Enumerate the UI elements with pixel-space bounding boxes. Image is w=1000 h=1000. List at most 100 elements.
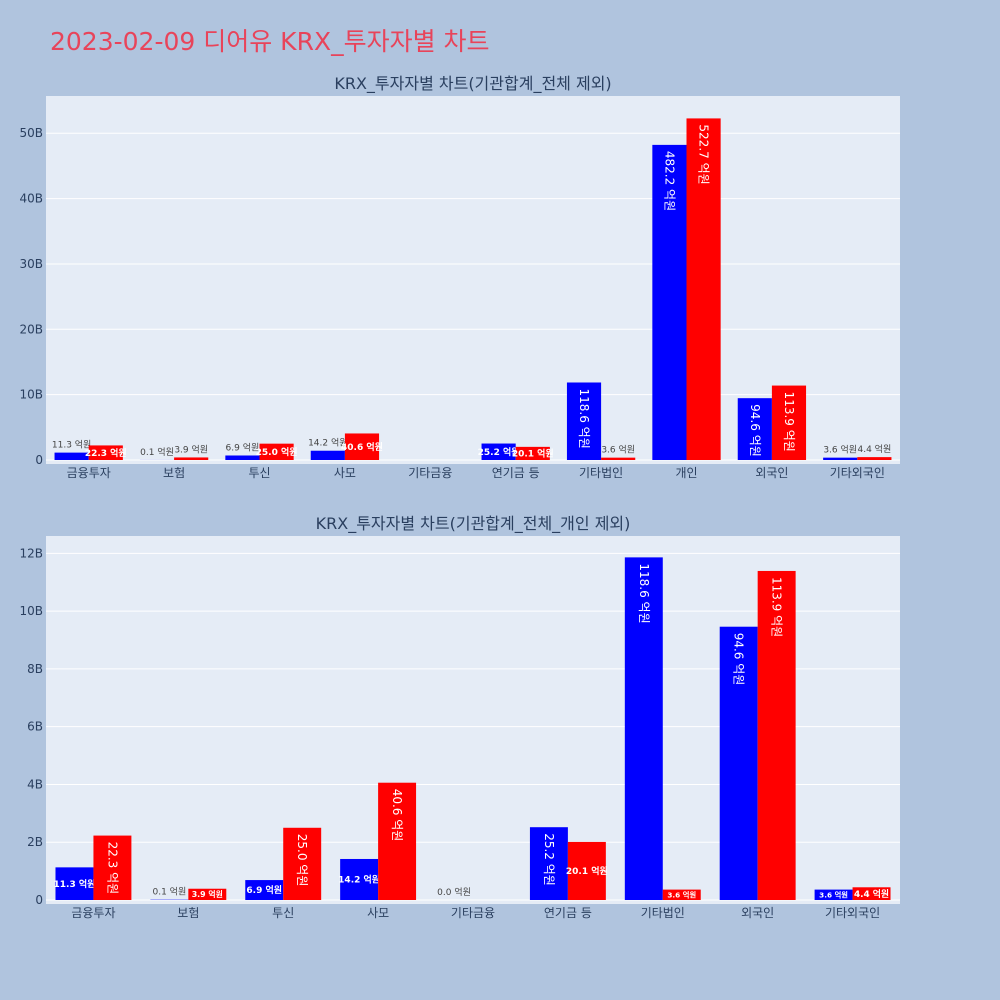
y-tick-label: 40B bbox=[19, 192, 43, 206]
data-label: 113.9 억원 bbox=[782, 392, 796, 452]
bar bbox=[624, 557, 663, 900]
bar bbox=[188, 888, 227, 900]
y-tick-label: 6B bbox=[27, 720, 43, 734]
x-tick-label: 보험 bbox=[177, 906, 199, 920]
x-tick-label: 투신 bbox=[248, 466, 270, 480]
bar bbox=[652, 144, 687, 460]
bar bbox=[88, 445, 123, 460]
x-tick-label: 보험 bbox=[163, 466, 185, 480]
bar bbox=[771, 385, 807, 460]
x-tick-label: 투신 bbox=[272, 906, 294, 920]
x-tick-label: 사모 bbox=[367, 906, 389, 920]
bar bbox=[378, 782, 417, 900]
bar bbox=[54, 452, 89, 460]
x-tick-label: 금융투자 bbox=[67, 466, 111, 480]
bar bbox=[225, 455, 260, 460]
bar bbox=[857, 457, 892, 460]
bar bbox=[93, 835, 132, 900]
y-tick-label: 30B bbox=[19, 257, 43, 271]
data-label: 25.0 억원 bbox=[256, 446, 298, 458]
y-tick-label: 4B bbox=[27, 777, 43, 791]
data-label: 522.7 억원 bbox=[697, 124, 711, 184]
data-label: 14.2 억원 bbox=[308, 437, 347, 449]
bar bbox=[344, 433, 380, 460]
bar bbox=[529, 827, 568, 900]
x-tick-label: 금융투자 bbox=[71, 906, 115, 920]
bar bbox=[481, 443, 516, 460]
bar bbox=[310, 450, 345, 460]
x-tick-label: 외국인 bbox=[755, 466, 788, 480]
bar bbox=[174, 457, 209, 460]
bar bbox=[719, 626, 758, 900]
data-label: 25.0 억원 bbox=[295, 834, 309, 887]
x-tick-label: 기타법인 bbox=[579, 466, 623, 480]
bar bbox=[567, 841, 606, 900]
data-label: 3.9 억원 bbox=[192, 889, 223, 899]
data-label: 25.2 억원 bbox=[542, 833, 556, 886]
data-label: 40.6 억원 bbox=[341, 441, 383, 453]
bar bbox=[757, 570, 796, 900]
data-label: 3.6 억원 bbox=[601, 444, 635, 456]
bar bbox=[737, 398, 772, 460]
data-label: 4.4 억원 bbox=[858, 443, 892, 455]
data-label: 118.6 억원 bbox=[577, 388, 591, 448]
data-label: 4.4 억원 bbox=[854, 888, 889, 900]
x-tick-label: 사모 bbox=[334, 466, 356, 480]
data-label: 40.6 억원 bbox=[390, 789, 404, 842]
data-label: 14.2 억원 bbox=[338, 874, 380, 886]
data-label: 3.6 억원 bbox=[667, 890, 696, 899]
y-tick-label: 20B bbox=[19, 322, 43, 336]
y-tick-label: 10B bbox=[19, 388, 43, 402]
x-tick-label: 개인 bbox=[675, 466, 697, 480]
x-tick-label: 기타금융 bbox=[408, 466, 452, 480]
data-label: 20.1 억원 bbox=[512, 448, 554, 460]
data-label: 11.3 억원 bbox=[52, 439, 91, 451]
bar bbox=[55, 867, 94, 900]
page-title: 2023-02-09 디어유 KRX_투자자별 차트 bbox=[50, 27, 490, 56]
data-label: 22.3 억원 bbox=[105, 842, 119, 895]
bar bbox=[283, 827, 322, 900]
bar bbox=[852, 887, 891, 900]
data-label: 0.1 억원 bbox=[152, 886, 186, 898]
data-label: 94.6 억원 bbox=[732, 633, 746, 686]
bar bbox=[245, 880, 284, 900]
bar bbox=[662, 889, 701, 900]
x-tick-label: 기타외국인 bbox=[825, 906, 880, 920]
x-tick-label: 외국인 bbox=[741, 906, 774, 920]
data-label: 6.9 억원 bbox=[226, 441, 260, 453]
x-tick-label: 연기금 등 bbox=[492, 466, 540, 480]
y-tick-label: 0 bbox=[35, 893, 43, 907]
bar bbox=[340, 858, 379, 900]
bar bbox=[566, 382, 602, 460]
chart-2: 0 2B 4B 6B 8B 10B 12B KRX_투자자별 차트(기관합계_전체_개인 제외… bbox=[19, 514, 900, 920]
chart-title: KRX_투자자별 차트(기관합계_전체 제외) bbox=[334, 74, 611, 94]
bar bbox=[686, 118, 721, 461]
y-tick-label: 12B bbox=[19, 546, 43, 560]
bar bbox=[259, 443, 294, 460]
chart-1: 0 10B 20B 30B 40B 50B KRX_투자자별 차트(기관합계_전체 제외) 금… bbox=[19, 74, 900, 480]
data-label: 3.6 억원 bbox=[823, 444, 857, 456]
data-label: 118.6 억원 bbox=[637, 563, 651, 623]
x-tick-label: 기타금융 bbox=[451, 906, 495, 920]
data-label: 94.6 억원 bbox=[748, 404, 762, 457]
x-tick-label: 기타외국인 bbox=[830, 466, 885, 480]
bar bbox=[814, 889, 853, 900]
x-tick-label: 연기금 등 bbox=[544, 906, 592, 920]
data-label: 11.3 억원 bbox=[54, 878, 96, 890]
data-label: 3.9 억원 bbox=[174, 443, 208, 455]
data-label: 22.3 억원 bbox=[85, 447, 127, 459]
y-tick-label: 10B bbox=[19, 604, 43, 618]
y-tick-label: 2B bbox=[27, 835, 43, 849]
data-label: 25.2 억원 bbox=[478, 446, 520, 458]
y-tick-label: 50B bbox=[19, 126, 43, 140]
data-label: 20.1 억원 bbox=[566, 865, 608, 877]
data-label: 3.6 억원 bbox=[819, 890, 848, 899]
data-label: 0.1 억원 bbox=[140, 446, 174, 458]
data-label: 482.2 억원 bbox=[662, 151, 676, 211]
data-label: 113.9 억원 bbox=[770, 577, 784, 637]
data-label: 6.9 억원 bbox=[246, 884, 282, 896]
x-tick-label: 기타법인 bbox=[641, 906, 685, 920]
bar bbox=[823, 457, 858, 460]
y-tick-label: 8B bbox=[27, 662, 43, 676]
